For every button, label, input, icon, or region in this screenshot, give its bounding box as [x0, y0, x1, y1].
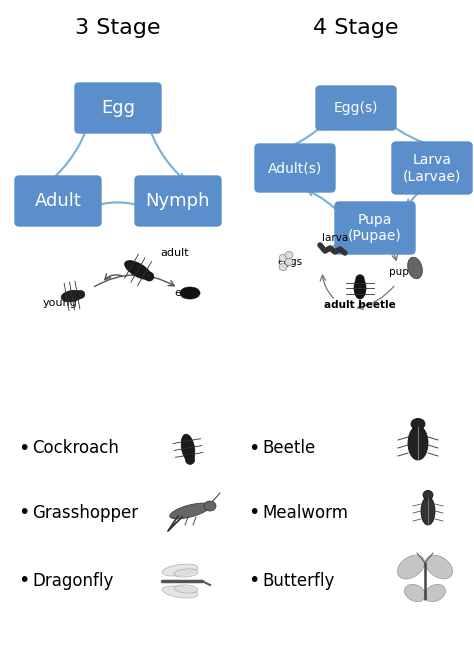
Text: •: • — [248, 503, 259, 522]
Ellipse shape — [162, 564, 198, 576]
Text: Egg(s): Egg(s) — [334, 101, 378, 115]
Text: 3 Stage: 3 Stage — [75, 18, 161, 38]
Ellipse shape — [279, 255, 287, 261]
Text: larva: larva — [322, 233, 348, 243]
Ellipse shape — [181, 434, 195, 462]
Ellipse shape — [423, 491, 433, 499]
Ellipse shape — [285, 251, 293, 259]
Ellipse shape — [180, 287, 200, 299]
Text: adult: adult — [160, 248, 189, 258]
Ellipse shape — [279, 263, 287, 271]
Text: Beetle: Beetle — [262, 439, 315, 457]
FancyBboxPatch shape — [135, 176, 221, 226]
FancyBboxPatch shape — [15, 176, 101, 226]
Ellipse shape — [411, 418, 425, 430]
Ellipse shape — [61, 290, 83, 302]
Ellipse shape — [204, 501, 216, 511]
Text: Adult(s): Adult(s) — [268, 161, 322, 175]
FancyBboxPatch shape — [316, 86, 396, 130]
Ellipse shape — [185, 455, 195, 464]
Text: •: • — [18, 572, 29, 591]
Text: Butterfly: Butterfly — [262, 572, 334, 590]
Ellipse shape — [426, 555, 453, 579]
Text: Mealworm: Mealworm — [262, 504, 348, 522]
Ellipse shape — [397, 555, 425, 579]
Ellipse shape — [408, 257, 422, 278]
Ellipse shape — [408, 426, 428, 460]
Ellipse shape — [174, 585, 198, 593]
Text: Nymph: Nymph — [146, 192, 210, 210]
Ellipse shape — [162, 586, 198, 598]
Ellipse shape — [170, 503, 210, 519]
Ellipse shape — [77, 290, 85, 298]
FancyBboxPatch shape — [75, 83, 161, 133]
Ellipse shape — [421, 497, 435, 525]
Text: Egg: Egg — [101, 99, 135, 117]
Ellipse shape — [356, 274, 364, 283]
Ellipse shape — [404, 584, 426, 601]
FancyBboxPatch shape — [255, 144, 335, 192]
Text: Cockroach: Cockroach — [32, 439, 119, 457]
FancyBboxPatch shape — [392, 142, 472, 194]
Ellipse shape — [425, 584, 446, 601]
Text: •: • — [248, 572, 259, 591]
Text: egg: egg — [174, 288, 196, 298]
Text: eggs: eggs — [277, 257, 302, 267]
Text: Grasshopper: Grasshopper — [32, 504, 138, 522]
Ellipse shape — [145, 272, 154, 281]
FancyBboxPatch shape — [335, 202, 415, 254]
Text: young: young — [43, 298, 77, 308]
Ellipse shape — [125, 261, 151, 279]
Text: Pupa
(Pupae): Pupa (Pupae) — [348, 213, 402, 243]
Text: adult beetle: adult beetle — [324, 300, 396, 310]
Ellipse shape — [174, 569, 198, 577]
Ellipse shape — [354, 277, 366, 299]
Text: Adult: Adult — [35, 192, 82, 210]
Text: Dragonfly: Dragonfly — [32, 572, 113, 590]
Text: •: • — [18, 438, 29, 457]
Text: •: • — [248, 438, 259, 457]
Text: 4 Stage: 4 Stage — [313, 18, 399, 38]
Text: •: • — [18, 503, 29, 522]
Ellipse shape — [285, 259, 293, 265]
Text: pupa: pupa — [389, 267, 415, 277]
Text: Larva
(Larvae): Larva (Larvae) — [403, 153, 461, 183]
